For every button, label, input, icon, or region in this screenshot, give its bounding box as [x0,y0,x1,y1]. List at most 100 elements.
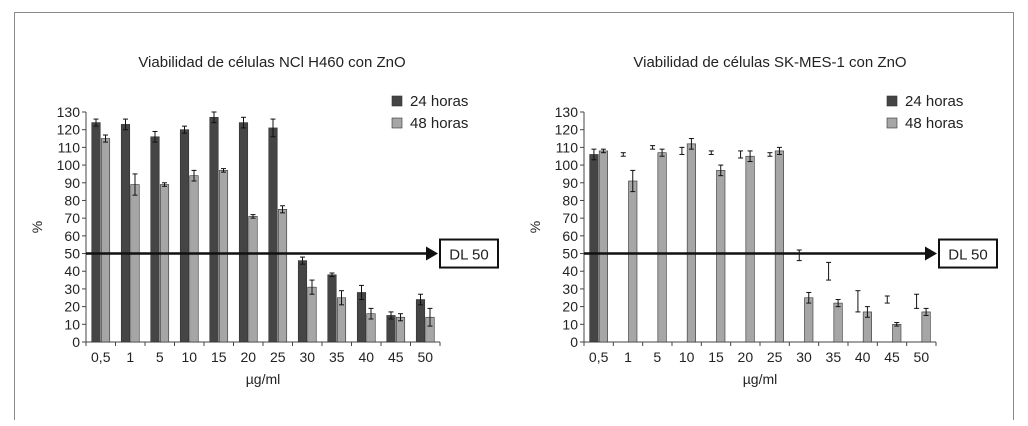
x-tick-label: 0,5 [589,349,609,365]
bar [657,152,667,343]
bar [327,274,337,343]
x-tick-label: 10 [181,349,197,365]
bar [91,122,101,343]
bar [774,150,784,343]
y-tick-label: 70 [64,210,80,226]
bar [892,324,902,343]
x-tick-label: 20 [738,349,754,365]
y-tick-label: 120 [57,122,81,138]
legend-label: 24 horas [905,93,963,110]
chart-2: Viabilidad de células SK-MES-1 con ZnO% 0… [527,54,998,387]
bar [209,117,219,343]
y-tick-label: 90 [64,175,80,191]
y-tick-label: 120 [555,122,579,138]
chart-title: Viabilidad de células SK-MES-1 con ZnO [633,54,906,71]
y-tick-label: 60 [64,228,80,244]
x-tick-label: 5 [653,349,661,365]
y-tick-label: 100 [555,157,579,173]
x-tick-label: 50 [417,349,433,365]
x-axis-label: µg/ml [743,371,778,387]
y-tick-label: 80 [562,192,578,208]
y-tick-label: 50 [64,246,80,262]
bar [686,143,696,343]
legend-swatch [391,95,403,107]
x-tick-label: 30 [299,349,315,365]
dl50-box [439,238,499,269]
dl50-arrow-head [426,246,438,261]
bar [745,155,755,343]
chart-1: Viabilidad de células NCl H460 con ZnO% 0… [29,54,499,387]
y-tick-label: 40 [562,263,578,279]
bar [833,302,843,343]
figure-frame [14,12,1014,420]
bar [238,122,249,343]
dl50-label: DL 50 [948,247,987,264]
y-tick-label: 80 [64,192,80,208]
legend-label: 24 horas [410,93,468,110]
dl50-box [938,238,998,269]
chart-title: Viabilidad de células NCl H460 con ZnO [138,54,405,71]
x-axis-label: µg/ml [246,371,281,387]
x-tick-label: 15 [708,349,724,365]
x-tick-label: 45 [884,349,900,365]
x-tick-label: 25 [767,349,783,365]
y-axis-label: % [29,221,45,233]
y-tick-label: 110 [556,139,579,155]
x-tick-label: 1 [126,349,134,365]
bar [804,297,814,343]
bar [120,124,131,343]
y-tick-label: 70 [562,210,578,226]
x-tick-label: 15 [211,349,227,365]
y-tick-label: 130 [555,104,579,120]
y-tick-label: 20 [562,299,578,315]
bar [921,311,931,343]
x-tick-label: 20 [240,349,256,365]
y-tick-label: 10 [562,316,578,332]
bar [628,180,638,343]
x-tick-label: 40 [358,349,374,365]
x-tick-label: 10 [679,349,695,365]
y-tick-label: 90 [562,175,578,191]
y-tick-label: 30 [64,281,80,297]
bar [268,127,278,343]
bar [589,154,599,343]
bar [130,184,140,343]
bar [598,150,608,343]
bar [277,209,288,343]
bar [159,184,170,343]
x-tick-label: 50 [914,349,930,365]
y-tick-label: 30 [562,281,578,297]
x-tick-label: 45 [388,349,404,365]
y-tick-label: 110 [58,139,81,155]
bar [179,129,190,343]
dl50-label: DL 50 [449,247,488,264]
y-tick-label: 10 [64,316,80,332]
x-tick-label: 5 [156,349,164,365]
legend-swatch [886,95,898,107]
x-tick-label: 40 [855,349,871,365]
legend-swatch [886,117,898,129]
x-tick-label: 0,5 [91,349,111,365]
bar [297,260,308,343]
x-tick-label: 25 [270,349,286,365]
y-tick-label: 0 [570,334,578,350]
legend-label: 48 horas [410,115,468,132]
bar [150,136,160,343]
legend-swatch [391,117,403,129]
x-tick-label: 35 [826,349,842,365]
y-tick-label: 40 [64,263,80,279]
y-tick-label: 60 [562,228,578,244]
y-tick-label: 100 [57,157,81,173]
legend-label: 48 horas [905,115,963,132]
bar [248,216,258,343]
x-tick-label: 30 [796,349,812,365]
x-tick-label: 1 [624,349,632,365]
x-tick-label: 35 [329,349,345,365]
bar [415,299,426,343]
y-tick-label: 130 [57,104,81,120]
y-axis-label: % [527,221,543,233]
bar [307,286,317,343]
y-tick-label: 0 [72,334,80,350]
y-tick-label: 50 [562,246,578,262]
